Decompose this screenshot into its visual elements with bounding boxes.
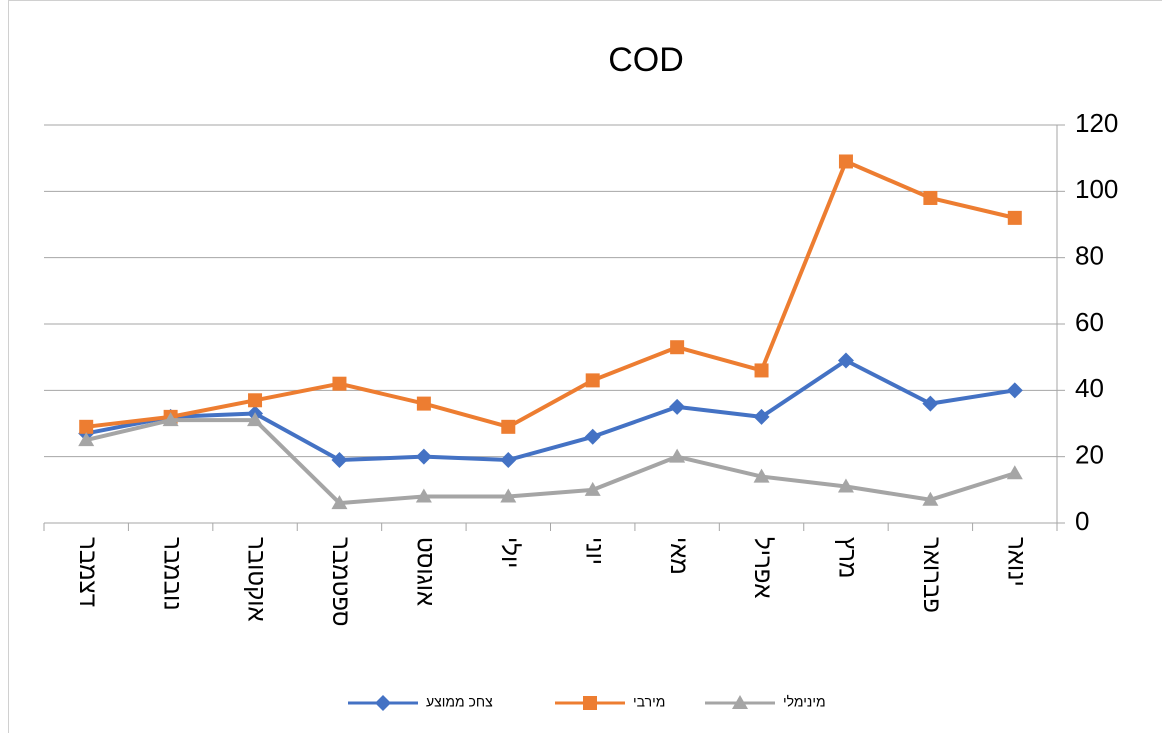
marker xyxy=(331,451,348,468)
x-tick-label: אוקטובר xyxy=(243,537,270,622)
legend-marker xyxy=(583,696,597,710)
x-tick-label: פברואר xyxy=(918,537,945,613)
legend-label: צחכ ממוצע xyxy=(426,694,493,710)
y-tick-label: 20 xyxy=(1075,440,1104,470)
marker xyxy=(922,491,939,506)
x-tick-label: דצמבר xyxy=(74,537,101,607)
marker xyxy=(670,340,685,355)
y-tick-label: 100 xyxy=(1075,174,1118,204)
legend-label: מינימלי xyxy=(783,694,826,710)
marker xyxy=(669,398,686,415)
marker xyxy=(837,478,854,493)
marker xyxy=(500,451,517,468)
marker xyxy=(923,190,938,205)
marker xyxy=(584,428,601,445)
chart-border xyxy=(8,0,1162,733)
marker xyxy=(501,419,516,434)
marker xyxy=(837,352,854,369)
x-tick-label: אפריל xyxy=(749,537,776,598)
marker xyxy=(415,448,432,465)
x-tick-label: מאי xyxy=(665,537,692,575)
x-tick-label: ספטמבר xyxy=(327,537,354,626)
chart-title: COD xyxy=(608,41,684,79)
line xyxy=(85,358,1016,462)
legend-marker xyxy=(732,695,748,709)
legend-marker xyxy=(375,695,391,711)
marker xyxy=(584,481,601,496)
marker xyxy=(838,154,853,169)
y-tick-label: 80 xyxy=(1075,241,1104,271)
line xyxy=(85,159,1016,429)
marker xyxy=(753,408,770,425)
marker xyxy=(1006,465,1023,480)
marker xyxy=(248,393,263,408)
y-tick-label: 0 xyxy=(1075,506,1089,536)
marker xyxy=(79,419,94,434)
y-tick-label: 60 xyxy=(1075,307,1104,337)
marker xyxy=(585,373,600,388)
marker xyxy=(416,396,431,411)
series xyxy=(78,412,1023,510)
legend-label: מירבי xyxy=(633,694,665,710)
marker xyxy=(1007,210,1022,225)
marker xyxy=(78,432,95,447)
marker xyxy=(500,488,517,503)
line xyxy=(85,418,1016,506)
x-tick-label: יולי xyxy=(496,537,523,568)
marker xyxy=(754,363,769,378)
marker xyxy=(753,468,770,483)
x-tick-label: נובמבר xyxy=(158,537,185,611)
x-tick-label: ינואר xyxy=(1002,537,1029,587)
marker xyxy=(1006,382,1023,399)
marker xyxy=(415,488,432,503)
marker xyxy=(162,412,179,427)
marker xyxy=(669,448,686,463)
marker xyxy=(247,412,264,427)
marker xyxy=(331,495,348,510)
marker xyxy=(922,395,939,412)
x-tick-label: אוגוסט xyxy=(412,537,439,606)
x-tick-label: מרץ xyxy=(834,537,861,578)
y-tick-label: 120 xyxy=(1075,108,1118,138)
y-tick-label: 40 xyxy=(1075,373,1104,403)
x-tick-label: יוני xyxy=(580,537,607,565)
marker xyxy=(332,376,347,391)
